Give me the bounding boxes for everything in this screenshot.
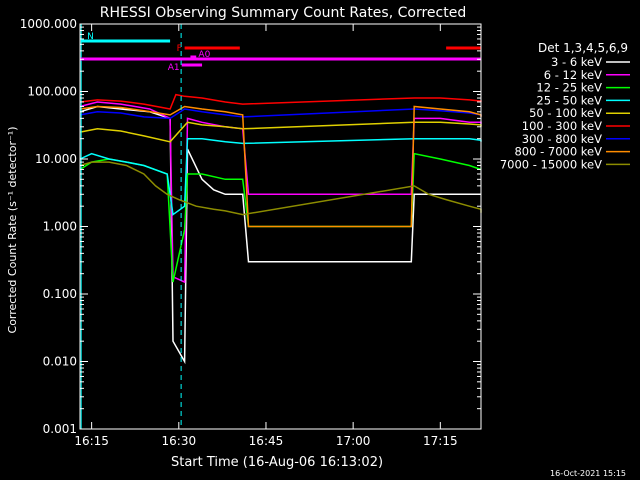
series-line (79, 121, 482, 143)
legend-entry-label: 100 - 300 keV (522, 119, 602, 133)
chart-title: RHESSI Observing Summary Count Rates, Co… (100, 5, 466, 21)
y-tick-label: 1000.000 (20, 17, 77, 31)
series-line (79, 161, 482, 216)
legend-header: Det 1,3,4,5,6,9 (538, 41, 628, 55)
y-tick-label: 0.001 (43, 422, 77, 436)
legend-entry-label: 300 - 800 keV (522, 132, 602, 146)
legend-entry-label: 12 - 25 keV (536, 81, 602, 95)
series-line (79, 137, 482, 216)
flag-bars: N F A0 A1 (80, 32, 481, 73)
series-line (79, 93, 482, 110)
y-tick-label: 0.010 (43, 355, 77, 369)
y-axis-label: Corrected Count Rate (s⁻¹ detector⁻¹) (6, 127, 19, 334)
flag-label: A0 (198, 50, 210, 60)
series-line (79, 108, 482, 120)
y-tick-label: 100.000 (27, 85, 77, 99)
legend-entry-label: 6 - 12 keV (544, 68, 602, 82)
y-tick-label: 10.000 (35, 152, 77, 166)
flag-label: N (87, 32, 94, 42)
legend-entry-label: 7000 - 15000 keV (500, 157, 602, 171)
footer-timestamp: 16-Oct-2021 15:15 (550, 469, 626, 478)
y-tick-label: 1.000 (43, 220, 77, 234)
x-tick-label: 16:15 (74, 434, 109, 448)
legend-entry-label: 3 - 6 keV (551, 55, 602, 69)
x-tick-label: 16:45 (249, 434, 284, 448)
flag-label: A1 (168, 63, 180, 73)
x-tick-label: 17:15 (423, 434, 458, 448)
flag-label: F (177, 44, 182, 54)
legend-entry-label: 25 - 50 keV (536, 93, 602, 107)
legend-entry-label: 50 - 100 keV (529, 106, 602, 120)
series-line (79, 101, 482, 284)
x-tick-label: 17:00 (336, 434, 371, 448)
y-axis: 0.001 0.010 0.100 1.000 10.000 100.000 1000.00… (20, 17, 481, 436)
x-tick-label: 16:30 (162, 434, 197, 448)
legend-entry-label: 800 - 7000 keV (514, 145, 602, 159)
x-axis: 16:15 16:30 16:45 17:00 17:15 (74, 24, 458, 448)
series-layer (79, 93, 482, 365)
y-tick-label: 0.100 (43, 287, 77, 301)
series-line (79, 105, 482, 228)
x-axis-label: Start Time (16-Aug-06 16:13:02) (171, 455, 383, 470)
